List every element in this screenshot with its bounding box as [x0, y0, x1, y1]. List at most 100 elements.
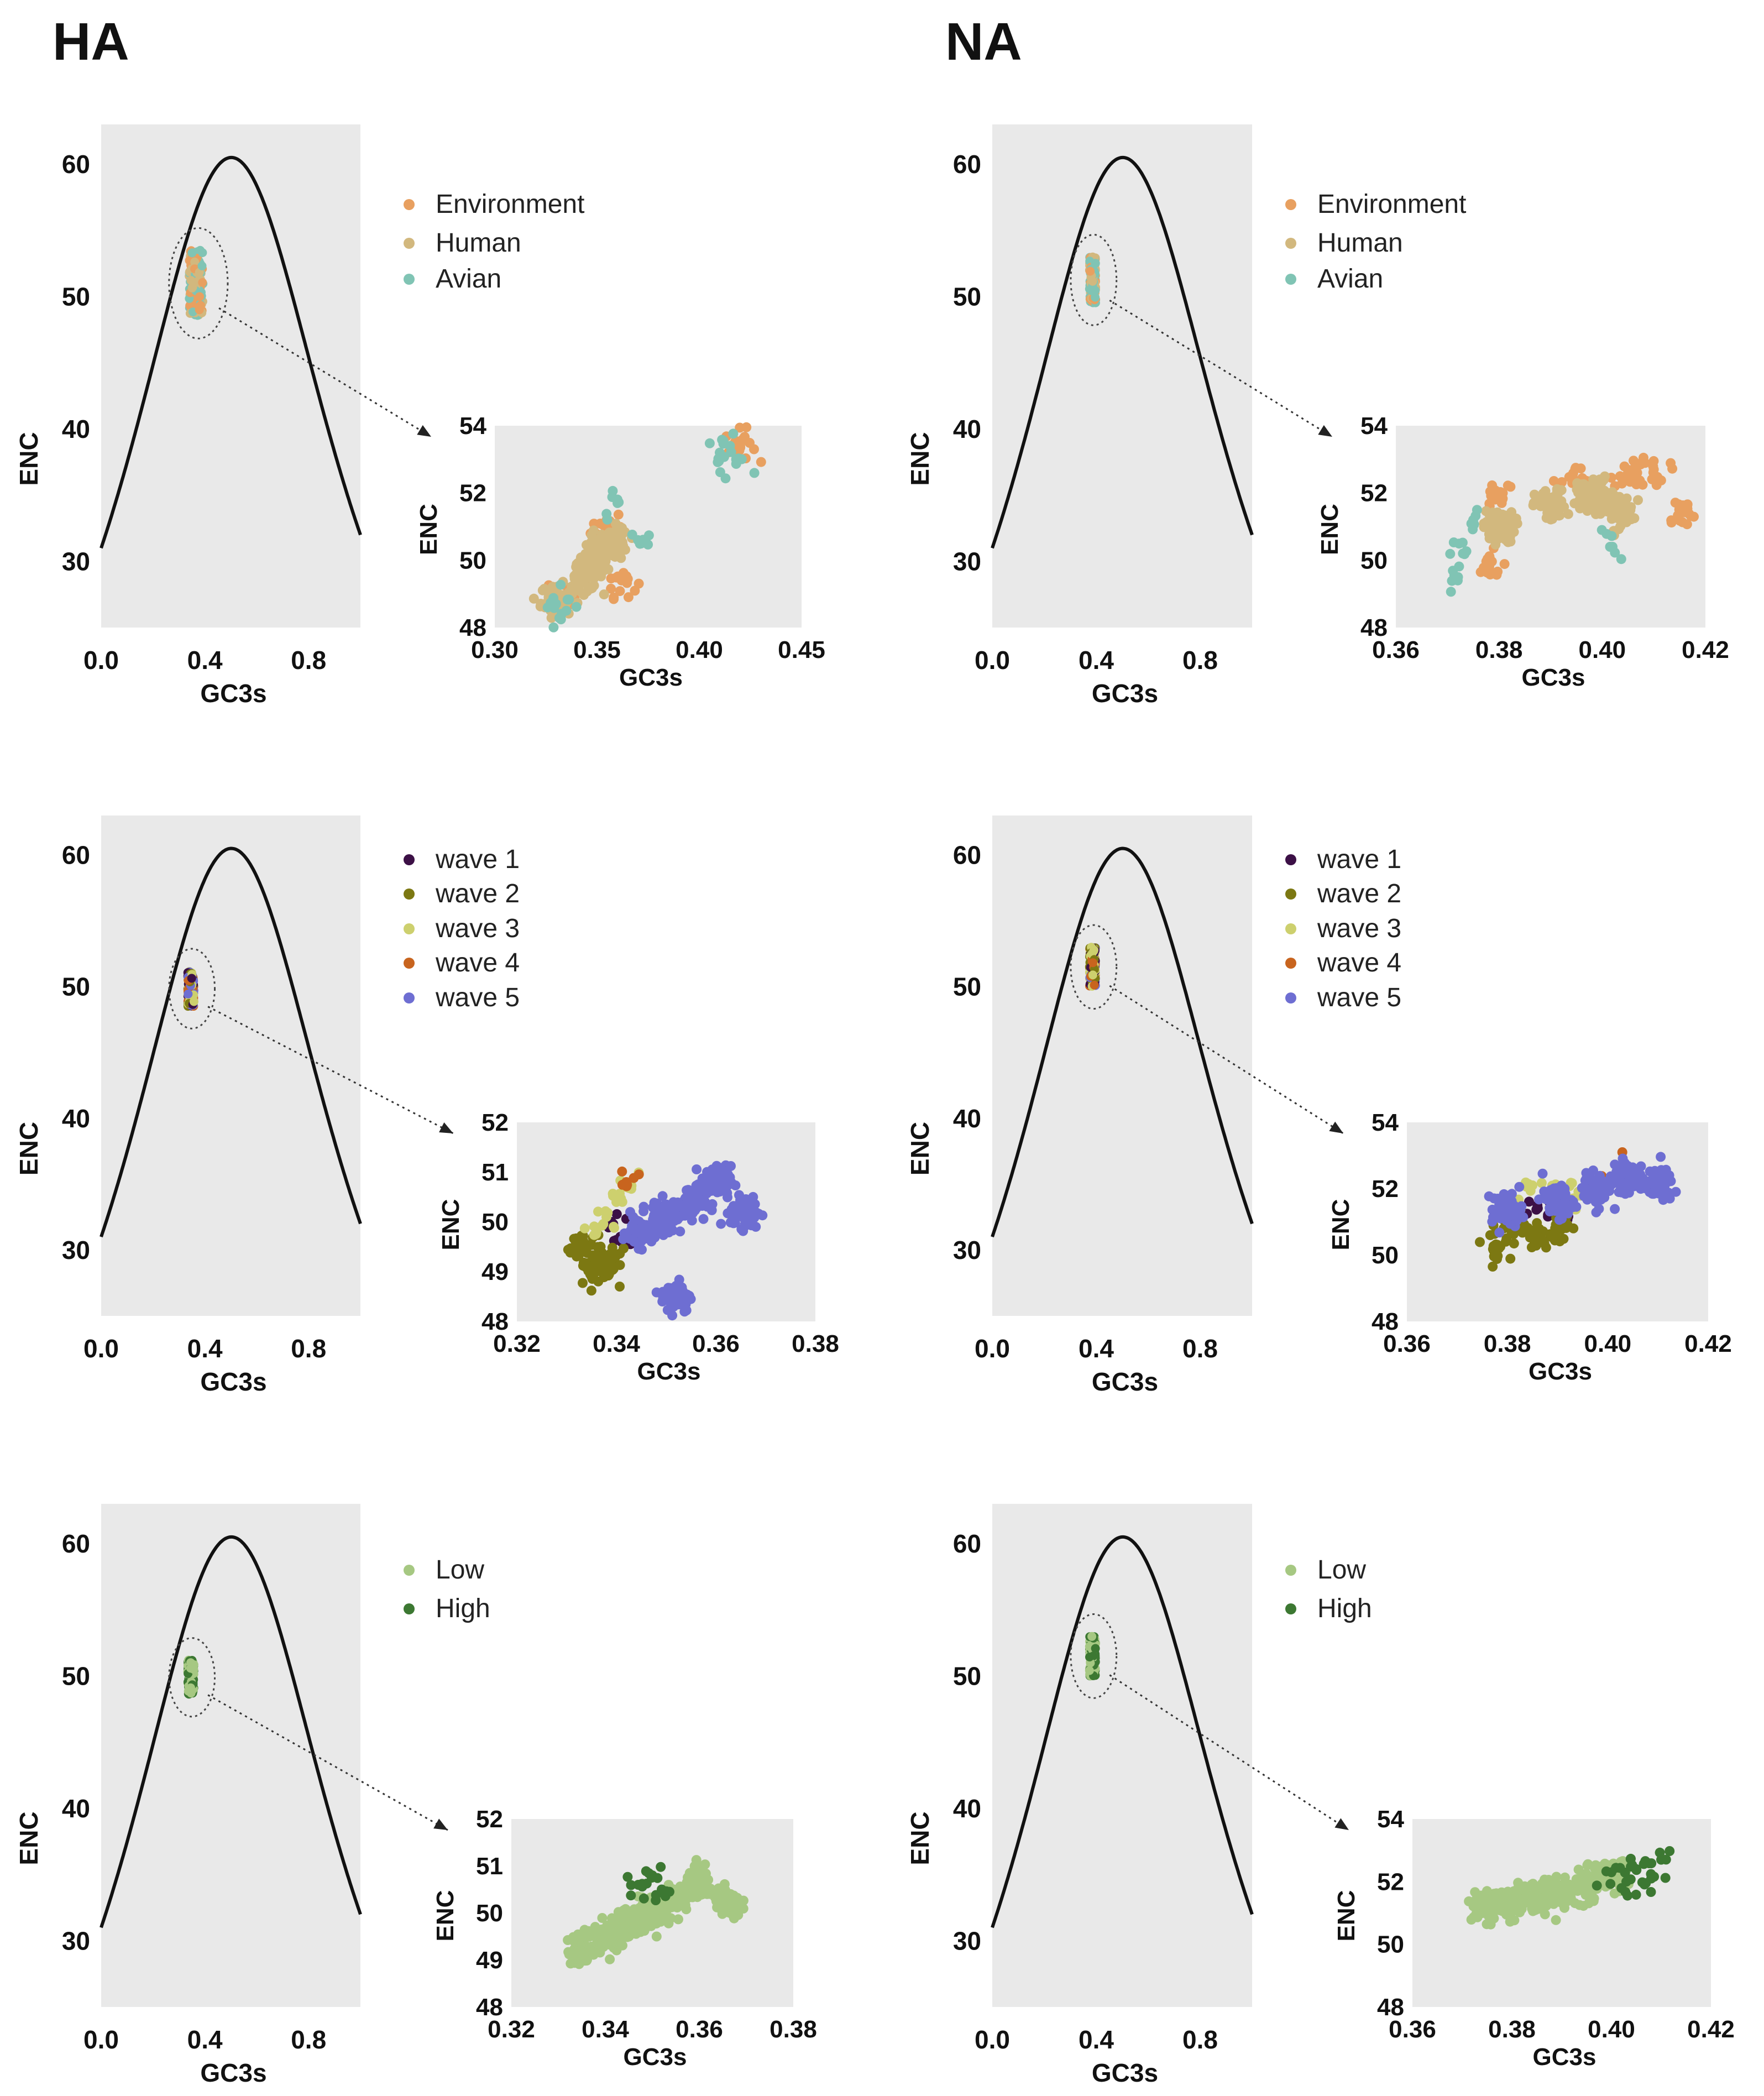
data-point [691, 1855, 702, 1865]
legend: Environment Human Avian [1285, 190, 1466, 294]
y-tick-label: 54 [1377, 1806, 1404, 1833]
data-point [1618, 1153, 1628, 1164]
legend-marker [404, 1603, 415, 1614]
data-point [610, 1252, 621, 1262]
x-tick-label: 0.8 [291, 646, 326, 675]
data-point [1637, 479, 1648, 490]
scatter-points [1475, 1147, 1681, 1272]
y-tick-label: 60 [62, 840, 90, 869]
data-point [589, 1230, 599, 1240]
data-point [1575, 463, 1586, 474]
data-point [1505, 1898, 1515, 1908]
scatter-points [563, 1855, 748, 1969]
x-axis-label: GC3s [619, 664, 683, 691]
x-tick-label: 0.34 [593, 1330, 640, 1357]
y-tick-label: 49 [476, 1947, 503, 1974]
data-point [726, 447, 736, 457]
y-axis-label: ENC [1316, 504, 1343, 555]
data-point [726, 1895, 736, 1906]
data-point [1557, 1214, 1567, 1224]
legend: Low High [404, 1555, 490, 1623]
data-point [593, 1206, 603, 1217]
data-point [733, 1910, 744, 1920]
y-tick-label: 40 [62, 1794, 90, 1823]
data-point [651, 1895, 661, 1905]
y-tick-label: 48 [459, 614, 486, 641]
data-point [627, 530, 637, 540]
data-point [1573, 1864, 1584, 1875]
data-point [190, 257, 200, 266]
data-point [578, 1278, 588, 1288]
data-point [657, 1191, 668, 1201]
legend-marker [1285, 1603, 1296, 1614]
plot-background [992, 124, 1252, 628]
expected-enc-curve [991, 846, 1254, 1238]
data-point [1625, 1874, 1636, 1885]
data-point [1464, 1896, 1474, 1906]
data-point [569, 573, 580, 584]
data-point [738, 1226, 748, 1236]
data-point [1612, 493, 1622, 503]
data-point [1640, 1179, 1650, 1190]
data-point [648, 1910, 659, 1921]
data-point [1646, 1887, 1656, 1897]
data-point [681, 1904, 692, 1915]
legend-marker [404, 238, 415, 249]
data-point [615, 1282, 625, 1292]
data-point [1486, 490, 1496, 501]
data-point [1647, 1189, 1658, 1199]
data-point [1557, 477, 1567, 487]
data-point [189, 1665, 198, 1674]
x-tick-label: 0.36 [1383, 1330, 1431, 1357]
data-point [1551, 1183, 1562, 1193]
legend-label: High [436, 1594, 490, 1623]
zoom-arrow [1109, 1674, 1349, 1831]
data-point [1087, 1632, 1097, 1641]
data-point [1499, 559, 1510, 569]
data-point [587, 1261, 598, 1272]
data-point [614, 497, 624, 508]
data-point [626, 1890, 636, 1901]
data-point [698, 1214, 709, 1224]
data-point [1446, 587, 1456, 597]
data-point [702, 1884, 713, 1894]
na-wave-zoom-panel: 48 50 52 54 0.36 0.38 0.40 0.42 GC3s ENC [1327, 1109, 1732, 1385]
data-point [604, 1940, 614, 1949]
legend-label: wave 2 [435, 879, 520, 908]
data-point [572, 559, 582, 569]
y-tick-label: 50 [1360, 547, 1388, 574]
data-point [1539, 500, 1550, 510]
data-point [656, 1862, 666, 1872]
legend-label: wave 4 [435, 948, 520, 978]
x-tick-label: 0.4 [187, 2025, 223, 2054]
data-point [1605, 1171, 1616, 1182]
x-axis-label: GC3s [200, 2058, 266, 2087]
data-point [616, 1922, 626, 1933]
y-tick-label: 48 [1377, 1994, 1404, 2021]
legend-marker [1285, 238, 1296, 249]
legend-label: wave 3 [435, 914, 520, 943]
x-tick-label: 0.42 [1687, 2016, 1735, 2043]
data-point [606, 583, 616, 594]
legend-marker [404, 958, 415, 969]
data-point [1615, 1863, 1625, 1873]
x-tick-label: 0.40 [1584, 1330, 1632, 1357]
data-point [1529, 489, 1540, 500]
data-point [1557, 1234, 1568, 1245]
data-point [1536, 1178, 1547, 1188]
data-point [1505, 1253, 1516, 1264]
legend-label: wave 5 [435, 983, 520, 1012]
plot-background [1396, 426, 1705, 628]
series-wave-5 [618, 1160, 768, 1321]
x-tick-label: 0.36 [676, 2016, 723, 2043]
x-tick-label: 0.42 [1684, 1330, 1732, 1357]
y-tick-label: 52 [1372, 1175, 1399, 1203]
zoom-region-ellipse [168, 227, 229, 339]
data-point [1088, 970, 1097, 980]
x-tick-label: 0.0 [83, 2025, 119, 2054]
data-point [197, 262, 207, 270]
x-tick-label: 0.38 [1475, 636, 1523, 663]
data-point [564, 594, 574, 605]
data-point [749, 444, 759, 454]
data-point [1553, 488, 1563, 498]
